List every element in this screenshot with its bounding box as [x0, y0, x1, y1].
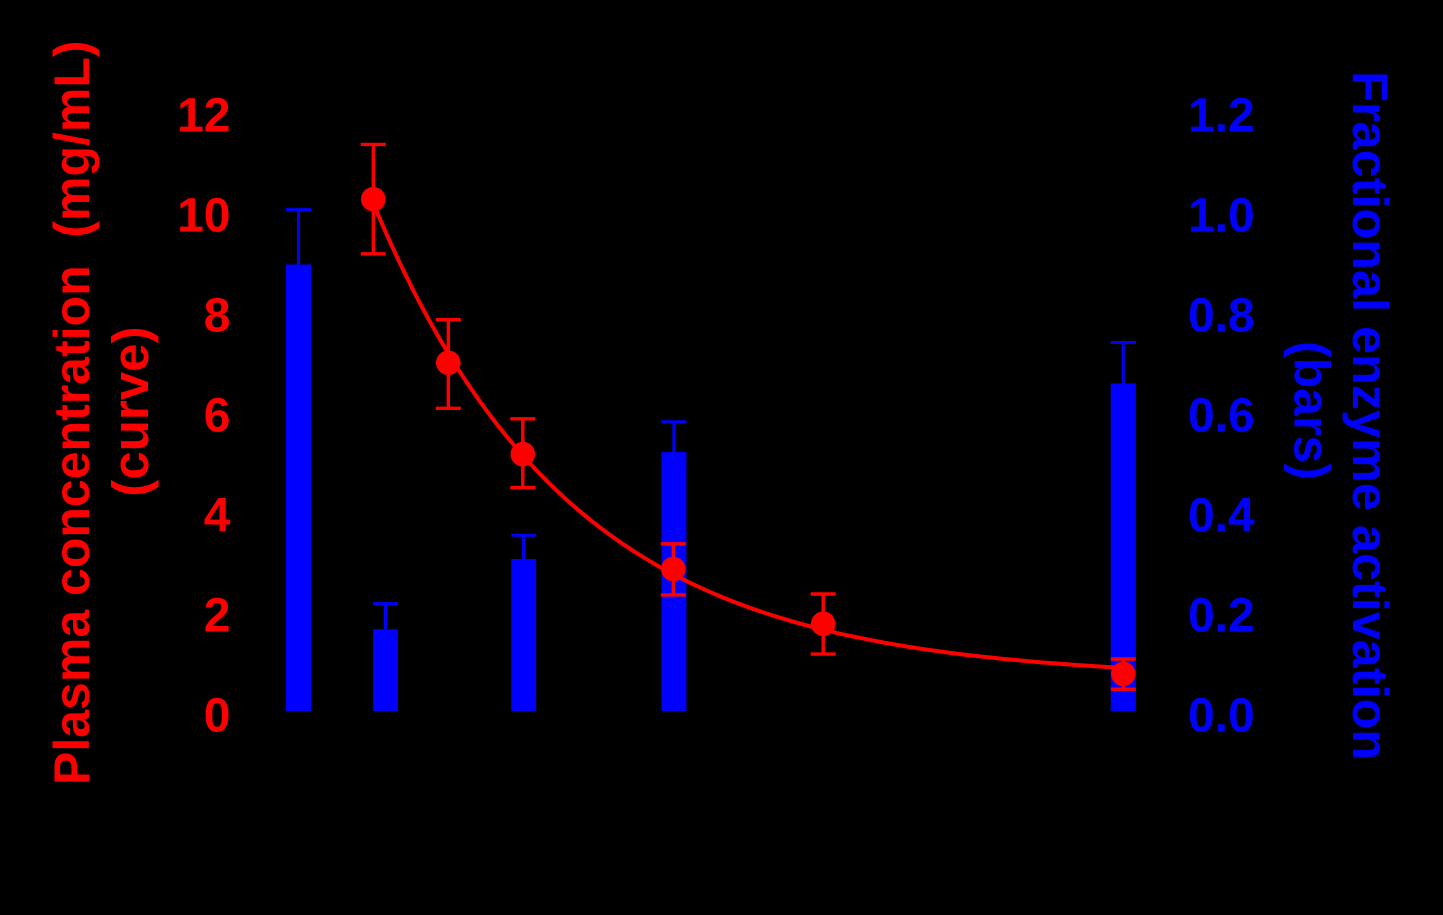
svg-text:12: 12 — [177, 90, 230, 143]
svg-text:0.2: 0.2 — [1188, 590, 1255, 643]
svg-text:Plasma concentration (mg/mL): Plasma concentration (mg/mL) — [44, 40, 100, 785]
svg-text:(curve): (curve) — [102, 327, 159, 497]
svg-text:0.8: 0.8 — [1188, 290, 1255, 343]
svg-text:(bars): (bars) — [1284, 341, 1340, 480]
svg-text:2: 2 — [204, 590, 231, 643]
svg-text:0: 0 — [204, 690, 231, 743]
svg-text:0.6: 0.6 — [1188, 390, 1255, 443]
svg-text:1.0: 1.0 — [1188, 190, 1255, 243]
svg-text:1.2: 1.2 — [1188, 90, 1255, 143]
svg-text:4: 4 — [204, 490, 231, 543]
svg-text:8: 8 — [204, 290, 231, 343]
svg-text:Fractional enzyme activation: Fractional enzyme activation — [1342, 71, 1399, 760]
svg-text:6: 6 — [204, 390, 231, 443]
svg-text:0.4: 0.4 — [1188, 490, 1255, 543]
svg-text:10: 10 — [177, 190, 230, 243]
svg-text:0.0: 0.0 — [1188, 690, 1255, 743]
